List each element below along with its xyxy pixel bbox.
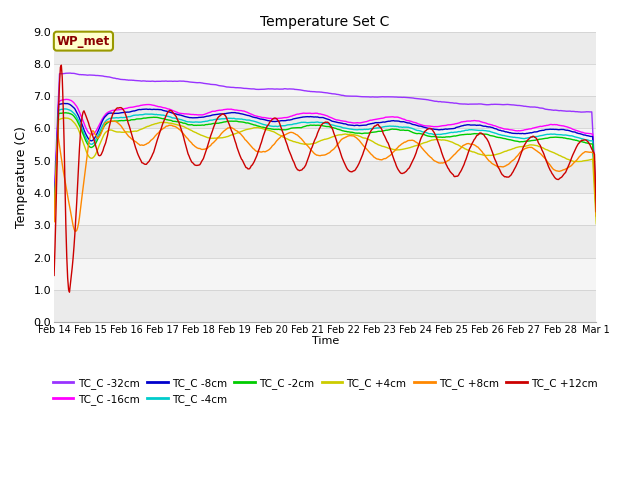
X-axis label: Time: Time bbox=[312, 336, 339, 346]
Legend: TC_C -32cm, TC_C -16cm, TC_C -8cm, TC_C -4cm, TC_C -2cm, TC_C +4cm, TC_C +8cm, T: TC_C -32cm, TC_C -16cm, TC_C -8cm, TC_C … bbox=[49, 374, 602, 409]
Bar bbox=[54, 193, 596, 225]
Bar bbox=[54, 64, 596, 96]
Title: Temperature Set C: Temperature Set C bbox=[260, 15, 390, 29]
Bar bbox=[54, 258, 596, 290]
Text: WP_met: WP_met bbox=[57, 35, 110, 48]
Y-axis label: Temperature (C): Temperature (C) bbox=[15, 126, 28, 228]
Bar bbox=[54, 129, 596, 161]
